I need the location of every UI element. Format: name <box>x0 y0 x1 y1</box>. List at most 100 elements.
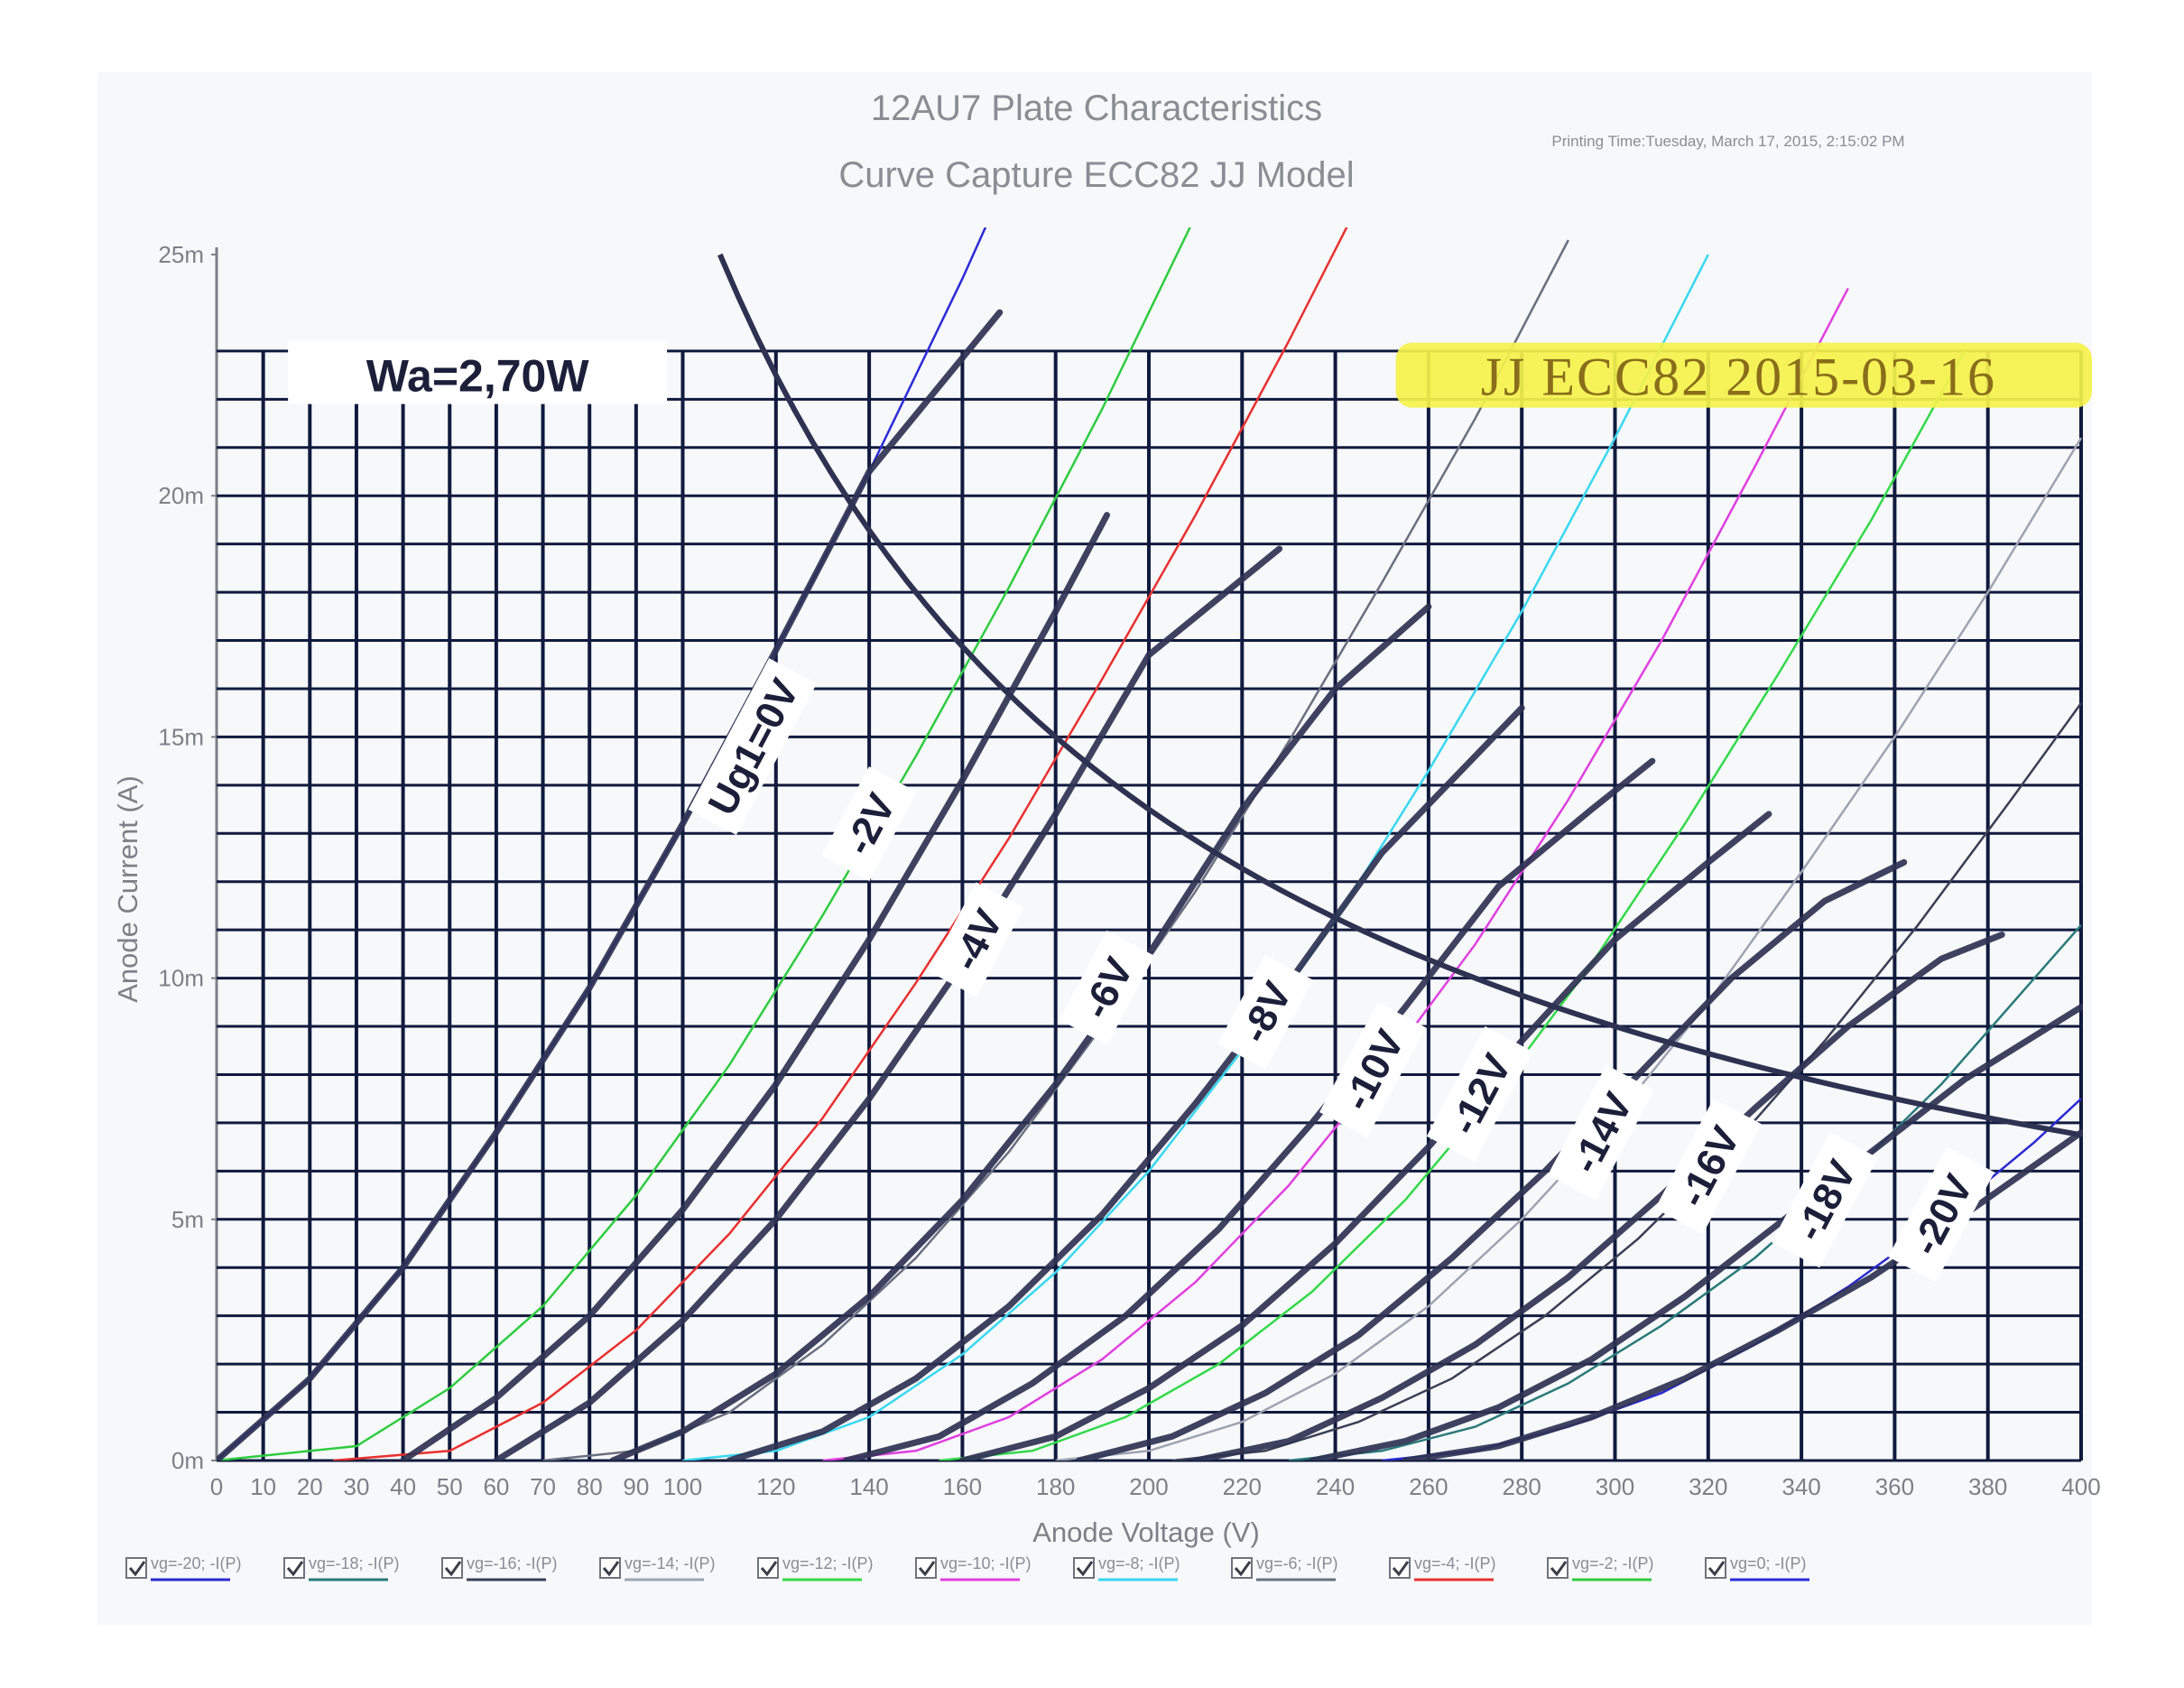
x-tick-label: 140 <box>849 1473 888 1500</box>
legend-checkbox <box>441 1557 463 1579</box>
x-tick-label: 0 <box>210 1473 223 1500</box>
x-tick-label: 80 <box>577 1473 603 1500</box>
printing-time: Printing Time:Tuesday, March 17, 2015, 2… <box>1551 133 1904 150</box>
x-tick-label: 340 <box>1781 1473 1820 1500</box>
legend: vg=-20; -I(P) vg=-18; -I(P) vg=-16; -I(P) v… <box>125 1554 1809 1581</box>
x-tick-label: 160 <box>943 1473 982 1500</box>
y-tick-label: 0m <box>171 1447 204 1474</box>
curve-label-group: -2V <box>821 766 917 882</box>
checkmark-icon <box>286 1561 304 1577</box>
legend-label: vg=-14; -I(P) <box>625 1554 716 1572</box>
checkmark-icon <box>602 1561 620 1577</box>
overlay-curve <box>1192 932 2005 1461</box>
overlay-curve <box>1076 858 1908 1461</box>
legend-checkbox <box>1547 1557 1569 1579</box>
curve-label-bg <box>1426 1025 1533 1162</box>
series-line <box>682 254 1709 1461</box>
x-tick-label: 50 <box>437 1473 463 1500</box>
series-line <box>217 227 1191 1461</box>
x-tick-label: 120 <box>756 1473 795 1500</box>
legend-checkbox <box>599 1557 621 1579</box>
legend-checkbox <box>125 1557 147 1579</box>
curve-label-group: -12V <box>1426 1025 1533 1162</box>
y-axis-label: Anode Current (A) <box>112 775 143 1003</box>
legend-checkbox <box>1073 1557 1095 1579</box>
x-tick-label: 180 <box>1036 1473 1075 1500</box>
overlay-curve <box>1309 1004 2083 1461</box>
x-tick-label: 70 <box>530 1473 556 1500</box>
checkmark-icon <box>1550 1561 1568 1577</box>
x-tick-label: 30 <box>343 1473 369 1500</box>
x-tick-label: 20 <box>297 1473 323 1500</box>
curve-label-bg <box>1888 1146 1994 1283</box>
y-tick-label: 5m <box>171 1206 204 1233</box>
overlay-curve <box>726 704 1525 1461</box>
legend-label: vg=-16; -I(P) <box>467 1554 558 1572</box>
curve-label-bg <box>1548 1064 1654 1201</box>
overlay-curve <box>400 512 1110 1461</box>
checkmark-icon <box>1392 1561 1410 1577</box>
legend-item[interactable]: vg=-8; -I(P) <box>1073 1554 1180 1581</box>
curve-label-group: Ug1=0V <box>688 658 818 836</box>
curve-label-group: -18V <box>1772 1132 1878 1268</box>
series-line <box>332 227 1348 1461</box>
curve-label-group: -14V <box>1548 1064 1654 1201</box>
legend-item[interactable]: vg=0; -I(P) <box>1705 1554 1809 1581</box>
legend-checkbox <box>915 1557 937 1579</box>
checkmark-icon <box>918 1561 936 1577</box>
overlay-curve <box>842 757 1656 1461</box>
legend-checkbox <box>1389 1557 1411 1579</box>
curve-label-bg <box>1772 1132 1878 1268</box>
ticks-layer: 0 10 20 30 40 50 60 70 80 90 100 120 140 160 180 200 220… <box>158 241 2100 1500</box>
series-line <box>939 350 1966 1461</box>
checkmark-icon <box>1707 1561 1726 1577</box>
curve-label-bg <box>929 882 1024 997</box>
x-tick-label: 200 <box>1129 1473 1168 1500</box>
x-tick-label: 280 <box>1503 1473 1541 1500</box>
legend-label: vg=-10; -I(P) <box>940 1554 1032 1572</box>
x-tick-label: 360 <box>1875 1473 1914 1500</box>
legend-item[interactable]: vg=-10; -I(P) <box>915 1554 1032 1581</box>
legend-checkbox <box>283 1557 305 1579</box>
curve-label-bg <box>688 658 818 836</box>
legend-label: vg=-12; -I(P) <box>782 1554 874 1572</box>
legend-item[interactable]: vg=-6; -I(P) <box>1231 1554 1338 1581</box>
x-tick-label: 40 <box>390 1473 416 1500</box>
overlay-curve <box>493 545 1283 1461</box>
legend-label: vg=-20; -I(P) <box>151 1554 242 1572</box>
x-tick-label: 90 <box>623 1473 649 1500</box>
legend-item[interactable]: vg=-18; -I(P) <box>283 1554 400 1581</box>
power-hyperbola <box>717 253 2082 1138</box>
x-tick-label: 10 <box>250 1473 276 1500</box>
stamp-bg <box>1395 342 2092 408</box>
legend-item[interactable]: vg=-16; -I(P) <box>441 1554 558 1581</box>
curve-label-bg <box>1319 1002 1426 1138</box>
chart-subtitle: Curve Capture ECC82 JJ Model <box>838 155 1354 195</box>
legend-checkbox <box>1231 1557 1253 1579</box>
chart-title: 12AU7 Plate Characteristics <box>871 88 1322 128</box>
y-tick-label: 25m <box>158 241 204 268</box>
stamp-label: JJ ECC82 2015-03-16 <box>1481 348 1996 407</box>
legend-label: vg=-8; -I(P) <box>1098 1554 1180 1572</box>
y-tick-label: 10m <box>158 965 204 992</box>
legend-item[interactable]: vg=-14; -I(P) <box>599 1554 716 1581</box>
legend-checkbox <box>757 1557 779 1579</box>
legend-item[interactable]: vg=-20; -I(P) <box>125 1554 242 1581</box>
x-tick-label: 240 <box>1316 1473 1355 1500</box>
x-tick-label: 400 <box>2061 1473 2100 1500</box>
legend-item[interactable]: vg=-12; -I(P) <box>757 1554 874 1581</box>
y-tick-label: 20m <box>158 482 204 509</box>
curve-label-bg <box>1059 930 1155 1045</box>
series-line <box>1171 702 2083 1461</box>
curve-label-bg <box>821 766 917 882</box>
label-layer: Wa=2,70W JJ ECC82 2015-03-16Ug1=0V-2V-4V-… <box>288 340 2092 1283</box>
power-label: Wa=2,70W <box>366 351 590 402</box>
legend-item[interactable]: vg=-4; -I(P) <box>1389 1554 1496 1581</box>
x-tick-label: 220 <box>1223 1473 1262 1500</box>
checkmark-icon <box>128 1561 146 1577</box>
x-axis-label: Anode Voltage (V) <box>1032 1516 1260 1548</box>
legend-item[interactable]: vg=-2; -I(P) <box>1547 1554 1654 1581</box>
series-line <box>1288 923 2082 1461</box>
x-tick-label: 60 <box>483 1473 509 1500</box>
